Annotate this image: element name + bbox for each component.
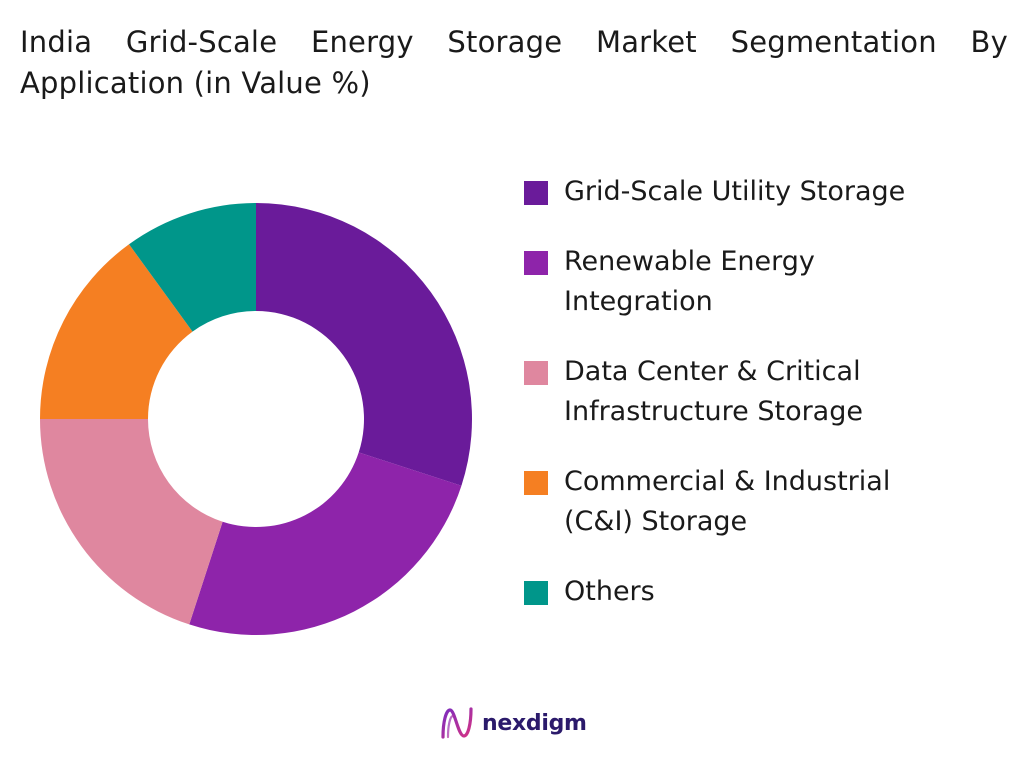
legend-label: Data Center & Critical Infrastructure Sto… [564,356,863,427]
slice-3 [40,419,223,625]
legend-swatch [524,361,548,385]
chart-title: India Grid-Scale Energy Storage Market S… [20,25,1008,100]
slice-1 [256,203,473,486]
brand-logo: nexdigm [440,703,587,743]
chart-legend: Grid-Scale Utility Storage Renewable Ener… [524,172,1004,642]
brand-name: nexdigm [482,710,587,736]
legend-label: Grid-Scale Utility Storage [564,176,906,207]
legend-label: Others [564,576,655,607]
legend-swatch [524,251,548,275]
legend-item: Renewable Energy Integration [524,242,1004,322]
nexdigm-logo-icon [441,707,473,739]
legend-swatch [524,581,548,605]
legend-swatch [524,181,548,205]
slice-5 [129,203,256,332]
slice-2 [189,452,462,636]
slice-4 [40,244,193,419]
legend-item: Commercial & Industrial (C&I) Storage [524,462,1004,542]
legend-swatch [524,471,548,495]
legend-item: Grid-Scale Utility Storage [524,172,1004,212]
legend-item: Others [524,572,1004,612]
legend-item: Data Center & Critical Infrastructure Sto… [524,352,1004,432]
legend-label: Commercial & Industrial (C&I) Storage [564,466,891,537]
legend-label: Renewable Energy Integration [564,246,815,317]
